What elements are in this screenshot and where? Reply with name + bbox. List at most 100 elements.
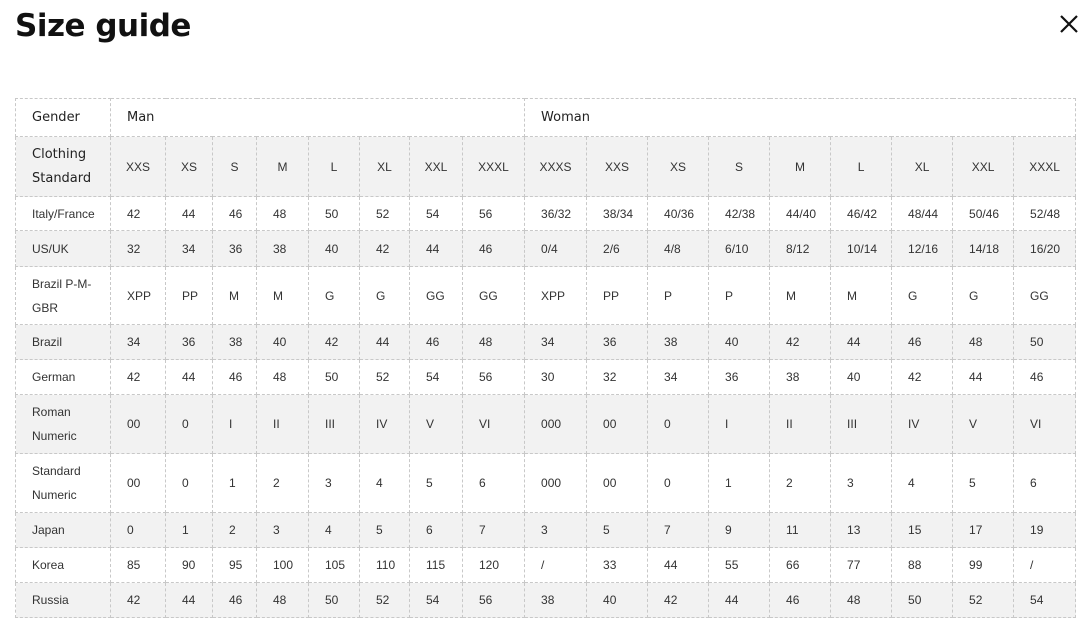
- woman-size-cell: 50/46: [952, 196, 1015, 231]
- man-size-cell: 38: [256, 230, 309, 267]
- woman-size-header: XXS: [586, 136, 649, 197]
- close-icon[interactable]: [1058, 13, 1080, 35]
- man-size-header: XXXL: [461, 136, 526, 197]
- table-row: Standard Numeric 00 0 1 2 3 4 5 6 000 00 0 1 2 3 4 5 6: [15, 453, 1077, 513]
- man-size-cell: II: [256, 394, 309, 454]
- woman-size-cell: 00: [586, 394, 649, 454]
- table-row: Japan 0 1 2 3 4 5 6 7 3 5 7 9 11 13 15 17 19: [15, 512, 1077, 548]
- man-size-cell: 40: [256, 324, 309, 360]
- row-label: Korea: [15, 547, 111, 583]
- woman-size-cell: 46/42: [830, 196, 893, 231]
- woman-size-cell: 7: [647, 512, 710, 548]
- table-row: Korea 85 90 95 100 105 110 115 120/33 44 55 66 77 88 9…: [15, 547, 1077, 583]
- man-size-cell: 44: [165, 359, 213, 395]
- man-size-cell: 56: [461, 582, 526, 618]
- man-size-cell: 46: [212, 196, 257, 231]
- woman-size-cell: IV: [891, 394, 954, 454]
- woman-size-cell: 13: [830, 512, 893, 548]
- woman-size-cell: 15: [891, 512, 954, 548]
- woman-size-cell: PP: [586, 266, 649, 325]
- woman-size-cell: 3: [830, 453, 893, 513]
- man-size-cell: 42: [110, 196, 166, 231]
- woman-size-cell: 9: [708, 512, 771, 548]
- woman-size-cell: 38: [647, 324, 710, 360]
- woman-size-cell: G: [952, 266, 1015, 325]
- man-size-cell: 46: [409, 324, 463, 360]
- man-size-header: L: [308, 136, 360, 197]
- gender-label: Gender: [15, 98, 111, 137]
- row-label: Roman Numeric: [15, 394, 111, 454]
- man-size-cell: 48: [256, 582, 309, 618]
- woman-size-cell: V: [952, 394, 1015, 454]
- table-row: Brazil 34 36 38 40 42 44 46 48 34 36 38 40 42 44 46 48 50: [15, 324, 1077, 360]
- woman-size-cell: G: [891, 266, 954, 325]
- man-size-cell: 56: [461, 359, 526, 395]
- woman-size-cell: 50: [891, 582, 954, 618]
- man-size-cell: I: [212, 394, 257, 454]
- man-size-cell: 5: [359, 512, 410, 548]
- woman-size-cell: VI: [1013, 394, 1077, 454]
- man-size-cell: 5: [409, 453, 463, 513]
- size-guide-table: Gender Man Woman Clothing Standard XXS XS S…: [15, 98, 1077, 618]
- woman-size-cell: 36: [586, 324, 649, 360]
- woman-size-cell: 0/4: [524, 230, 588, 267]
- table-row: Brazil P-M-GBR XPP PP M M G G GG GG XPP PP P P M M G G GG: [15, 266, 1077, 325]
- man-size-cell: 3: [256, 512, 309, 548]
- woman-size-cell: 52: [952, 582, 1015, 618]
- man-size-cell: 00: [110, 453, 166, 513]
- man-size-cell: 32: [110, 230, 166, 267]
- man-size-cell: 56: [461, 196, 526, 231]
- woman-size-cell: 33: [586, 547, 649, 583]
- man-size-cell: 0: [165, 394, 213, 454]
- man-size-cell: XPP: [110, 266, 166, 325]
- man-size-cell: G: [308, 266, 360, 325]
- woman-size-cell: 48: [830, 582, 893, 618]
- woman-size-cell: 46: [1013, 359, 1077, 395]
- man-size-cell: 54: [409, 582, 463, 618]
- man-size-cell: V: [409, 394, 463, 454]
- man-size-cell: 110: [359, 547, 410, 583]
- man-size-cell: 105: [308, 547, 360, 583]
- man-size-cell: 2: [256, 453, 309, 513]
- man-size-cell: IV: [359, 394, 410, 454]
- woman-size-cell: 55: [708, 547, 771, 583]
- woman-size-cell: 48/44: [891, 196, 954, 231]
- man-size-cell: 42: [359, 230, 410, 267]
- man-size-cell: 48: [256, 359, 309, 395]
- woman-size-cell: 42: [891, 359, 954, 395]
- man-size-cell: M: [212, 266, 257, 325]
- man-size-cell: 52: [359, 196, 410, 231]
- woman-header: Woman: [524, 98, 1077, 137]
- man-size-cell: 115: [409, 547, 463, 583]
- woman-size-cell: P: [708, 266, 771, 325]
- woman-size-cell: 5: [586, 512, 649, 548]
- man-size-header: XL: [359, 136, 410, 197]
- woman-size-cell: 38/34: [586, 196, 649, 231]
- man-size-cell: 40: [308, 230, 360, 267]
- woman-size-cell: 000: [524, 453, 588, 513]
- woman-size-cell: 99: [952, 547, 1015, 583]
- man-size-cell: III: [308, 394, 360, 454]
- woman-size-cell: 44: [952, 359, 1015, 395]
- woman-size-cell: 42: [769, 324, 832, 360]
- man-size-cell: 50: [308, 582, 360, 618]
- man-size-cell: 42: [308, 324, 360, 360]
- man-size-cell: GG: [461, 266, 526, 325]
- man-size-cell: 00: [110, 394, 166, 454]
- woman-size-cell: 42: [647, 582, 710, 618]
- gender-row: Gender Man Woman: [15, 98, 1077, 137]
- man-size-cell: 100: [256, 547, 309, 583]
- woman-size-cell: 12/16: [891, 230, 954, 267]
- man-size-cell: 48: [461, 324, 526, 360]
- man-size-cell: PP: [165, 266, 213, 325]
- table-row: Italy/France 42 44 46 48 50 52 54 56 36/32 38/34 40…: [15, 196, 1077, 231]
- woman-size-cell: 10/14: [830, 230, 893, 267]
- man-size-header: XXS: [110, 136, 166, 197]
- row-label: Clothing Standard: [15, 136, 111, 197]
- man-size-cell: 4: [359, 453, 410, 513]
- man-size-cell: 1: [212, 453, 257, 513]
- woman-size-cell: 6: [1013, 453, 1077, 513]
- man-size-cell: M: [256, 266, 309, 325]
- page-title: Size guide: [15, 8, 191, 44]
- man-size-cell: 46: [212, 582, 257, 618]
